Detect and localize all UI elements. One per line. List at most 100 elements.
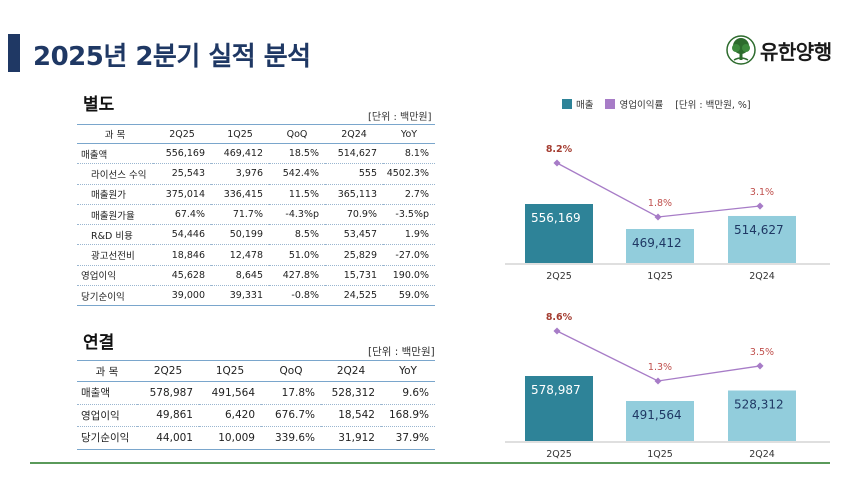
column-header: 2Q24 bbox=[325, 124, 383, 144]
title-accent-bar bbox=[8, 34, 20, 72]
company-logo: 유한양행 bbox=[726, 34, 832, 66]
legend-item-sales: 매출 bbox=[562, 97, 593, 111]
table-cell: 44,001 bbox=[137, 426, 199, 450]
연결-bar-1Q25 bbox=[626, 401, 694, 441]
별도-bar-label-1Q25: 469,412 bbox=[632, 236, 682, 250]
table-header-row: 과 목 2Q25 1Q25 QoQ 2Q24 YoY bbox=[77, 124, 435, 144]
별도-margin-label-1Q25: 1.8% bbox=[648, 198, 672, 209]
table-cell: 70.9% bbox=[325, 204, 383, 226]
row-label: 영업이익 bbox=[77, 404, 137, 427]
연결-margin-point-2Q24 bbox=[756, 362, 764, 370]
legend-unit-label: [단위 : 백만원, %] bbox=[675, 100, 751, 111]
table-cell: 12,478 bbox=[211, 244, 269, 266]
별도-margin-point-2Q25 bbox=[553, 159, 561, 167]
별도-margin-label-2Q24: 3.1% bbox=[750, 187, 774, 198]
column-header: 과 목 bbox=[77, 124, 153, 144]
별도-category-label-2Q25: 2Q25 bbox=[546, 271, 572, 282]
column-header: YoY bbox=[381, 360, 435, 382]
table-cell: 491,564 bbox=[199, 381, 261, 405]
legend-label-margin: 영업이익률 bbox=[619, 100, 664, 111]
table-cell: -27.0% bbox=[383, 244, 435, 266]
table-row: 당기순이익 39,000 39,331 -0.8% 24,525 59.0% bbox=[77, 285, 435, 307]
table-cell: 10,009 bbox=[199, 426, 261, 450]
table-cell: 1.9% bbox=[383, 224, 435, 246]
table-cell: 365,113 bbox=[325, 184, 383, 205]
table-cell: 39,000 bbox=[153, 285, 211, 307]
table-cell: 469,412 bbox=[211, 143, 269, 165]
연결-margin-point-1Q25 bbox=[654, 377, 662, 385]
table-cell: 676.7% bbox=[261, 404, 321, 427]
column-header: YoY bbox=[383, 124, 435, 144]
table-cell: 4502.3% bbox=[383, 163, 435, 185]
separate-unit-label: [단위 : 백만원] bbox=[368, 112, 432, 123]
table-header-row: 과 목 2Q25 1Q25 QoQ 2Q24 YoY bbox=[77, 360, 435, 382]
table-cell: 25,829 bbox=[325, 244, 383, 266]
table-cell: 54,446 bbox=[153, 224, 211, 246]
별도-margin-point-2Q24 bbox=[756, 202, 764, 210]
table-cell: 2.7% bbox=[383, 184, 435, 205]
연결-margin-label-1Q25: 1.3% bbox=[648, 362, 672, 373]
row-label: R&D 비용 bbox=[77, 224, 153, 246]
연결-bar-label-1Q25: 491,564 bbox=[632, 408, 682, 422]
table-cell: 375,014 bbox=[153, 184, 211, 205]
table-cell: 11.5% bbox=[269, 184, 325, 205]
table-row: 라이선스 수익 25,543 3,976 542.4% 555 4502.3% bbox=[77, 163, 435, 185]
연결-margin-label-2Q25: 8.6% bbox=[546, 312, 573, 323]
chart-legend: 매출 영업이익률 [단위 : 백만원, %] bbox=[562, 97, 751, 111]
separate-financials-table: 과 목 2Q25 1Q25 QoQ 2Q24 YoY 매출액 556,169 4… bbox=[77, 124, 435, 307]
separate-section-title: 별도 bbox=[83, 95, 115, 115]
row-label: 광고선전비 bbox=[77, 244, 153, 266]
table-cell: 37.9% bbox=[381, 426, 435, 450]
table-cell: 53,457 bbox=[325, 224, 383, 246]
table-cell: 542.4% bbox=[269, 163, 325, 185]
별도-bar-2Q25 bbox=[525, 204, 593, 263]
column-header: 2Q25 bbox=[153, 124, 211, 144]
table-cell: 514,627 bbox=[325, 143, 383, 165]
table-cell: 18,846 bbox=[153, 244, 211, 266]
row-label: 매출원가 bbox=[77, 184, 153, 205]
연결-bar-2Q24 bbox=[728, 390, 796, 441]
column-header: QoQ bbox=[269, 124, 325, 144]
table-cell: 556,169 bbox=[153, 143, 211, 165]
table-row: R&D 비용 54,446 50,199 8.5% 53,457 1.9% bbox=[77, 224, 435, 246]
column-header: QoQ bbox=[261, 360, 321, 382]
table-cell: 31,912 bbox=[321, 426, 381, 450]
table-cell: 6,420 bbox=[199, 404, 261, 427]
legend-swatch-sales bbox=[562, 99, 572, 109]
table-cell: 39,331 bbox=[211, 285, 269, 307]
연결-category-label-2Q24: 2Q24 bbox=[749, 449, 775, 460]
table-cell: 17.8% bbox=[261, 381, 321, 405]
table-cell: 8,645 bbox=[211, 265, 269, 287]
table-cell: 67.4% bbox=[153, 204, 211, 226]
table-cell: 18.5% bbox=[269, 143, 325, 165]
table-cell: 8.1% bbox=[383, 143, 435, 165]
consolidated-unit-label: [단위 : 백만원] bbox=[368, 346, 435, 358]
column-header: 과 목 bbox=[77, 360, 137, 382]
page-title: 2025년 2분기 실적 분석 bbox=[33, 42, 311, 72]
table-cell: 339.6% bbox=[261, 426, 321, 450]
row-label: 매출원가율 bbox=[77, 204, 153, 226]
table-cell: 50,199 bbox=[211, 224, 269, 246]
table-cell: 3,976 bbox=[211, 163, 269, 185]
table-cell: 528,312 bbox=[321, 381, 381, 405]
row-label: 당기순이익 bbox=[77, 285, 153, 307]
연결-bar-2Q25 bbox=[525, 376, 593, 441]
table-cell: 18,542 bbox=[321, 404, 381, 427]
table-cell: 190.0% bbox=[383, 265, 435, 287]
연결-category-label-2Q25: 2Q25 bbox=[546, 449, 572, 460]
table-cell: -0.8% bbox=[269, 285, 325, 307]
연결-bar-label-2Q25: 578,987 bbox=[531, 383, 581, 397]
legend-label-sales: 매출 bbox=[576, 100, 594, 111]
별도-margin-label-2Q25: 8.2% bbox=[546, 144, 573, 155]
별도-margin-point-1Q25 bbox=[654, 213, 662, 221]
row-label: 라이선스 수익 bbox=[77, 163, 153, 185]
legend-swatch-margin bbox=[605, 99, 616, 109]
table-row: 영업이익 49,861 6,420 676.7% 18,542 168.9% bbox=[77, 404, 435, 427]
table-cell: 336,415 bbox=[211, 184, 269, 205]
column-header: 1Q25 bbox=[199, 360, 261, 382]
tree-logo-icon bbox=[726, 35, 756, 65]
table-row: 매출원가율 67.4% 71.7% -4.3%p 70.9% -3.5%p bbox=[77, 204, 435, 226]
table-cell: 578,987 bbox=[137, 381, 199, 405]
table-row: 매출원가 375,014 336,415 11.5% 365,113 2.7% bbox=[77, 184, 435, 205]
consolidated-financials-table: 과 목 2Q25 1Q25 QoQ 2Q24 YoY 매출액 578,987 4… bbox=[77, 360, 435, 450]
